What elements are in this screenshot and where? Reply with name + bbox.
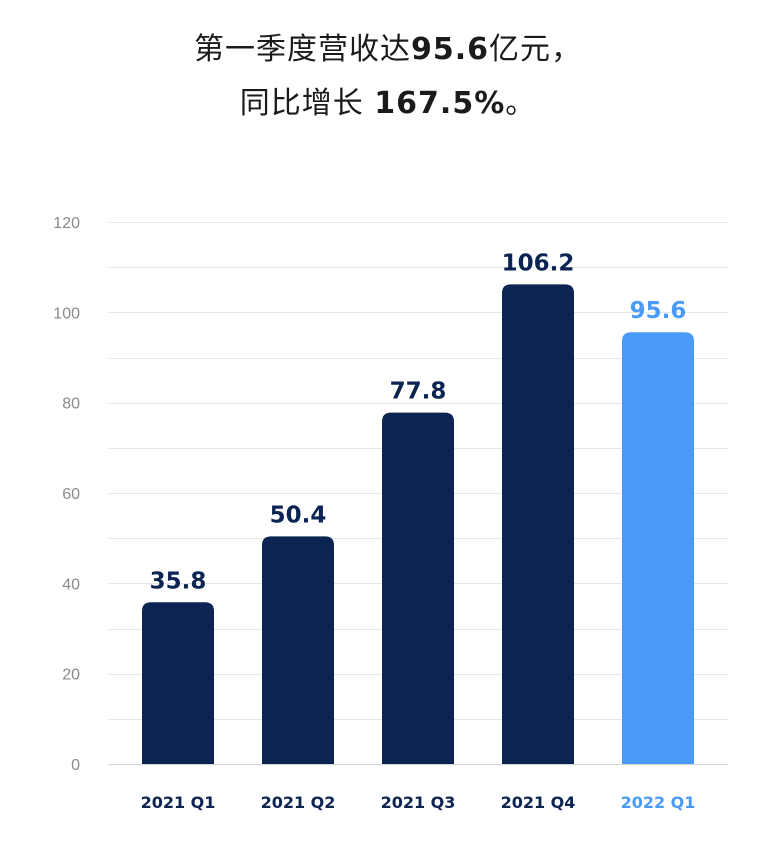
- title-line2-prefix: 同比增长: [239, 86, 375, 121]
- value-label: 50.4: [270, 502, 327, 528]
- title-line1-value: 95.6: [410, 32, 490, 67]
- x-category-label: 2021 Q2: [261, 793, 336, 812]
- bar-2021-q2: [262, 536, 334, 764]
- y-tick-label: 80: [62, 396, 80, 413]
- value-label: 95.6: [630, 298, 687, 324]
- title-line1-prefix: 第一季度营收达: [193, 32, 411, 67]
- y-tick-label: 60: [62, 486, 80, 503]
- x-category-label: 2022 Q1: [621, 793, 696, 812]
- bar-2021-q4: [502, 284, 574, 764]
- y-tick-label: 120: [53, 215, 80, 232]
- value-label: 106.2: [502, 250, 575, 276]
- x-category-label: 2021 Q1: [141, 793, 216, 812]
- y-tick-label: 20: [62, 667, 80, 684]
- bar-2022-q1: [622, 332, 694, 764]
- y-tick-label: 100: [53, 305, 80, 322]
- bars: [142, 284, 694, 764]
- title-line1-suffix: 亿元，: [489, 32, 583, 67]
- x-category-label: 2021 Q4: [501, 793, 576, 812]
- bar-2021-q1: [142, 602, 214, 764]
- y-axis-ticks: 0 20 40 60 80 100 120: [53, 215, 80, 774]
- value-label: 77.8: [390, 379, 447, 405]
- bar-2021-q3: [382, 412, 454, 764]
- chart-title-line-1: 第一季度营收达95.6亿元，: [0, 30, 776, 70]
- title-line2-value: 167.5%: [374, 86, 506, 121]
- title-line2-suffix: 。: [505, 86, 537, 121]
- chart-title-line-2: 同比增长 167.5%。: [0, 84, 776, 124]
- x-axis-categories: 2021 Q1 2021 Q2 2021 Q3 2021 Q4 2022 Q1: [141, 793, 696, 812]
- value-label: 35.8: [150, 568, 207, 594]
- value-labels: 35.8 50.4 77.8 106.2 95.6: [150, 250, 687, 594]
- y-tick-label: 0: [71, 757, 80, 774]
- y-tick-label: 40: [62, 576, 80, 593]
- x-category-label: 2021 Q3: [381, 793, 456, 812]
